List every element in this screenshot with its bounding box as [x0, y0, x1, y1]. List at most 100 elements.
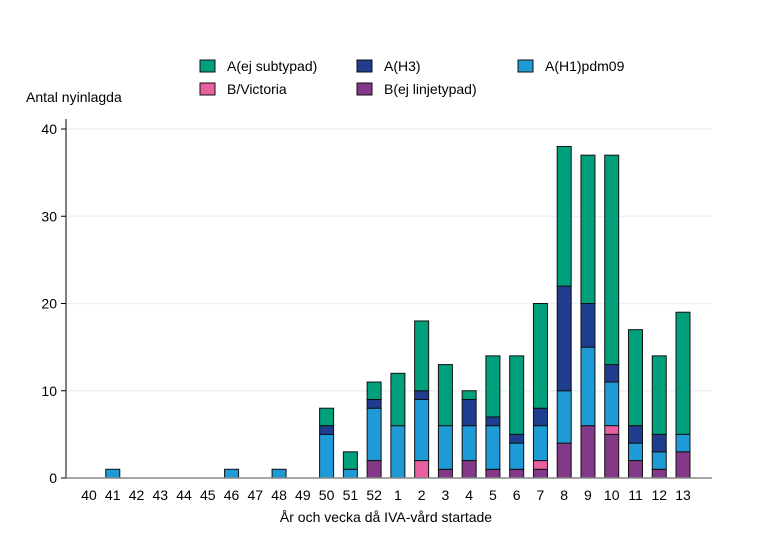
x-tick-label: 50 [319, 487, 335, 503]
bar-segment [556, 390, 572, 444]
x-tick-label: 45 [200, 487, 216, 503]
bar-segment [414, 398, 430, 462]
bar-segment [366, 460, 382, 479]
bar-segment [532, 425, 548, 462]
y-tick-label: 20 [41, 296, 57, 312]
bar-segment [604, 433, 620, 479]
bars [105, 145, 691, 479]
bar-segment [532, 303, 548, 409]
bar-segment [414, 320, 430, 392]
x-tick-label: 49 [295, 487, 311, 503]
bar-segment [556, 285, 572, 392]
x-tick-label: 11 [628, 487, 643, 503]
bar-segment [485, 425, 501, 470]
bar-segment [556, 442, 572, 479]
y-tick-label: 10 [41, 383, 57, 399]
x-tick-label: 47 [248, 487, 264, 503]
x-tick-label: 3 [442, 487, 450, 503]
x-tick-label: 43 [152, 487, 168, 503]
bar-segment [461, 460, 477, 479]
legend-label: B(ej linjetypad) [384, 81, 477, 97]
bar-segment [675, 451, 691, 479]
x-tick-label: 41 [105, 487, 121, 503]
bar-segment [319, 407, 335, 427]
bar-segment [319, 433, 335, 479]
x-tick-label: 7 [537, 487, 545, 503]
bar-segment [509, 433, 525, 444]
x-tick-label: 2 [418, 487, 426, 503]
legend-swatch [199, 59, 216, 73]
x-tick-label: 52 [366, 487, 382, 503]
bar-segment [437, 425, 453, 470]
x-axis-label: År och vecka då IVA-vård startade [280, 509, 492, 525]
x-tick-label: 44 [176, 487, 192, 503]
bar-segment [461, 398, 477, 427]
bar-segment [627, 442, 643, 462]
x-tick-label: 12 [651, 487, 667, 503]
bar-segment [580, 346, 596, 427]
legend-swatch [199, 82, 216, 96]
x-tick-label: 8 [560, 487, 568, 503]
bar-segment [414, 390, 430, 400]
x-tick-label: 9 [584, 487, 592, 503]
bar-segment [556, 145, 572, 287]
bar-segment [366, 407, 382, 462]
bar-segment [437, 468, 453, 479]
x-tick-label: 4 [465, 487, 473, 503]
bar-segment [604, 364, 620, 383]
bar-segment [509, 442, 525, 470]
bar-segment [105, 468, 121, 479]
bar-segment [627, 329, 643, 427]
bar-segment [509, 468, 525, 479]
bar-segment [224, 468, 240, 479]
bar-segment [461, 425, 477, 462]
bar-segment [604, 154, 620, 366]
bar-segment [604, 425, 620, 435]
bar-segment [414, 460, 430, 479]
bar-segment [485, 468, 501, 479]
bar-segment [651, 468, 667, 479]
x-tick-label: 48 [271, 487, 287, 503]
bar-segment [580, 303, 596, 348]
x-tick-label: 10 [604, 487, 620, 503]
y-tick-label: 40 [41, 121, 57, 137]
x-tick-label: 42 [129, 487, 145, 503]
bar-segment [342, 451, 358, 470]
legend-label: A(ej subtypad) [227, 58, 317, 74]
x-tick-label: 1 [394, 487, 402, 503]
bar-segment [461, 390, 477, 400]
legend-label: B/Victoria [227, 81, 287, 97]
legend-swatch [356, 59, 373, 73]
bar-segment [319, 425, 335, 435]
x-tick-label: 13 [675, 487, 691, 503]
bar-segment [651, 451, 667, 470]
x-tick-label: 40 [81, 487, 97, 503]
bar-segment [627, 460, 643, 479]
x-tick-label: 5 [489, 487, 497, 503]
bar-segment [532, 460, 548, 470]
bar-segment [390, 425, 406, 479]
bar-segment [580, 154, 596, 304]
bar-segment [437, 364, 453, 427]
y-tick-label: 30 [41, 208, 57, 224]
bar-segment [651, 355, 667, 435]
bar-segment [366, 398, 382, 409]
legend: A(ej subtypad) A(H3) A(H1)pdm09 B/Victoria B… [199, 58, 625, 97]
bar-segment [532, 468, 548, 479]
x-tick-label: 51 [343, 487, 359, 503]
legend-label: A(H3) [384, 58, 421, 74]
bar-segment [485, 416, 501, 427]
bar-segment [271, 468, 287, 479]
bar-segment [627, 425, 643, 444]
bar-segment [675, 311, 691, 435]
bar-segment [509, 355, 525, 435]
bar-segment [366, 381, 382, 400]
bar-segment [342, 468, 358, 479]
x-tick-label: 6 [513, 487, 521, 503]
bar-segment [532, 407, 548, 427]
legend-swatch [356, 82, 373, 96]
x-tick-label: 46 [224, 487, 240, 503]
bar-segment [651, 433, 667, 453]
